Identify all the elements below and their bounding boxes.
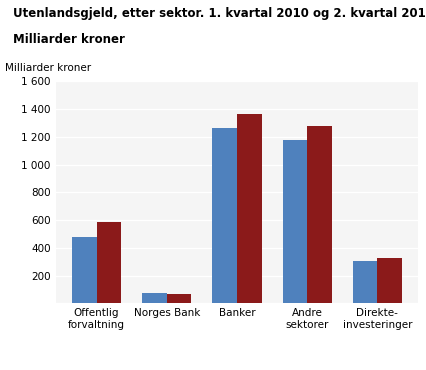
Bar (72, 237, 96, 303)
Bar (212, 128, 236, 303)
Bar (352, 261, 377, 303)
Bar (96, 222, 121, 303)
Text: Milliarder kroner: Milliarder kroner (5, 63, 91, 73)
Bar (236, 114, 261, 303)
Bar (282, 139, 306, 303)
Bar (142, 293, 167, 303)
Text: Utenlandsgjeld, etter sektor. 1. kvartal 2010 og 2. kvartal 2010.: Utenlandsgjeld, etter sektor. 1. kvartal… (13, 7, 426, 20)
Bar (167, 294, 191, 303)
Text: Milliarder kroner: Milliarder kroner (13, 33, 124, 46)
Bar (377, 258, 401, 303)
Bar (306, 126, 331, 303)
